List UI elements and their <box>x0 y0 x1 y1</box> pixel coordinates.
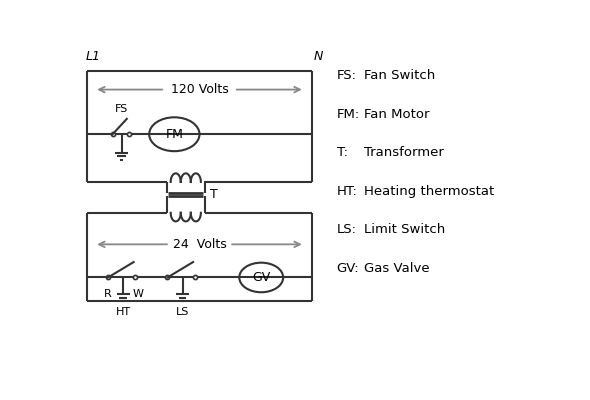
Text: W: W <box>132 289 143 299</box>
Text: GV: GV <box>252 271 270 284</box>
Text: FS: FS <box>115 104 128 114</box>
Text: Transformer: Transformer <box>364 146 444 159</box>
Text: N: N <box>314 50 323 63</box>
Text: 120 Volts: 120 Volts <box>171 83 228 96</box>
Text: Gas Valve: Gas Valve <box>364 262 430 275</box>
Text: L1: L1 <box>85 50 100 63</box>
Text: FM: FM <box>165 128 183 141</box>
Text: GV:: GV: <box>337 262 359 275</box>
Text: HT: HT <box>116 307 131 317</box>
Circle shape <box>240 263 283 292</box>
Text: R: R <box>104 289 112 299</box>
Text: LS: LS <box>176 307 189 317</box>
Text: T: T <box>210 188 218 201</box>
Text: 24  Volts: 24 Volts <box>173 238 227 251</box>
Text: Fan Switch: Fan Switch <box>364 69 435 82</box>
Text: Heating thermostat: Heating thermostat <box>364 185 494 198</box>
Text: HT:: HT: <box>337 185 358 198</box>
Text: Fan Motor: Fan Motor <box>364 108 430 121</box>
Text: FM:: FM: <box>337 108 360 121</box>
Circle shape <box>149 117 199 151</box>
Text: Limit Switch: Limit Switch <box>364 223 445 236</box>
Text: FS:: FS: <box>337 69 357 82</box>
Text: T:: T: <box>337 146 348 159</box>
Text: LS:: LS: <box>337 223 357 236</box>
